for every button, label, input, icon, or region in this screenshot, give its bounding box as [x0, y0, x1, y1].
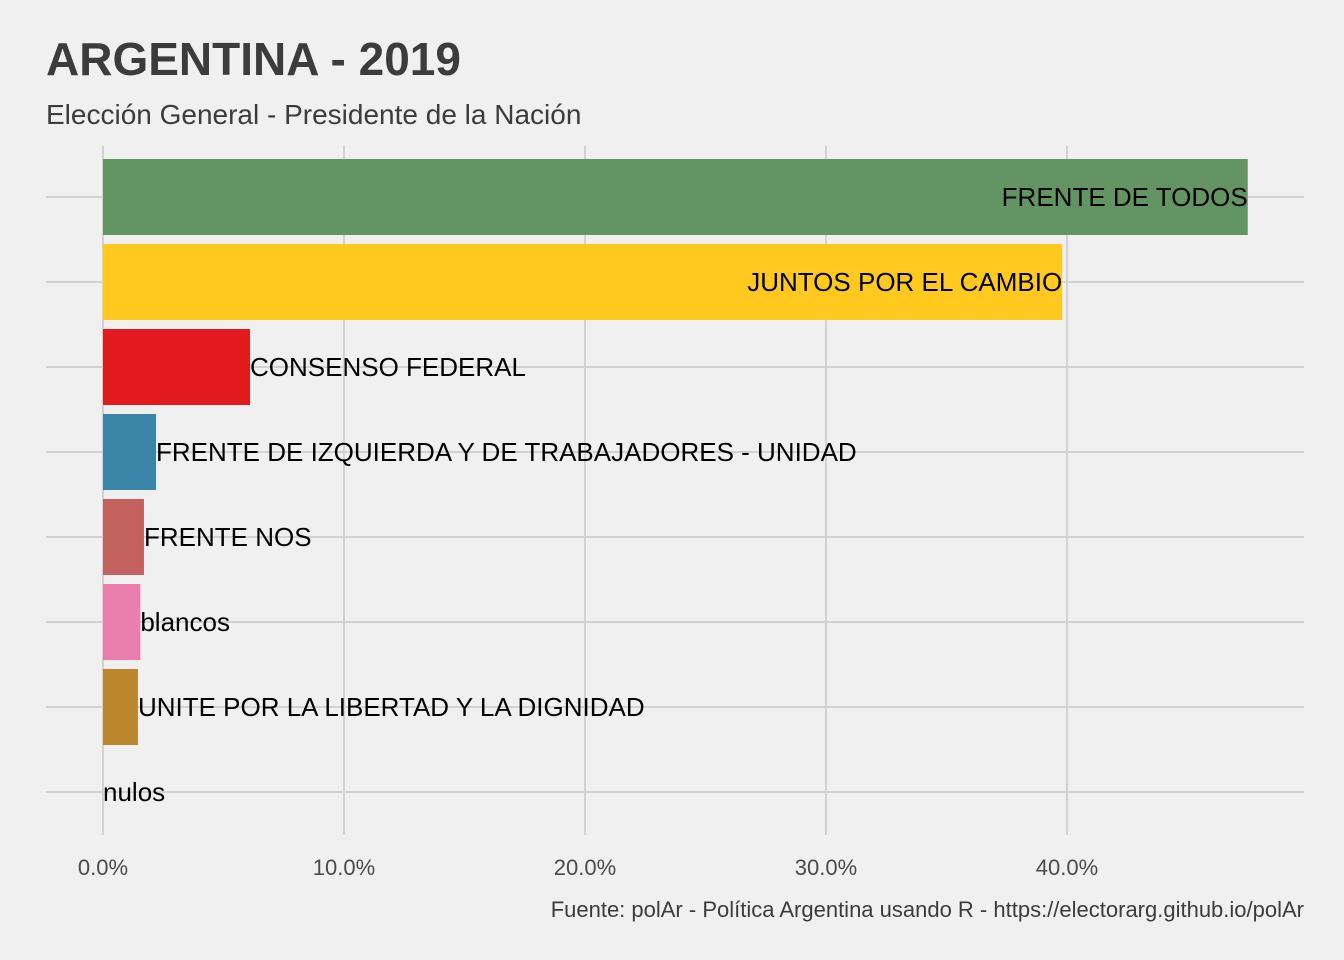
x-tick-label: 10.0% [313, 855, 375, 880]
x-tick-label: 0.0% [78, 855, 128, 880]
chart-caption: Fuente: polAr - Política Argentina usand… [551, 897, 1304, 922]
bar-label: CONSENSO FEDERAL [250, 352, 526, 382]
chart-title: ARGENTINA - 2019 [46, 33, 461, 85]
bar [103, 414, 157, 490]
bar-label: FRENTE DE IZQUIERDA Y DE TRABAJADORES - … [156, 437, 857, 467]
x-tick-label: 30.0% [795, 855, 857, 880]
bars [103, 159, 1248, 745]
bar-labels: FRENTE DE TODOS JUNTOS POR EL CAMBIO CONSE… [103, 182, 1248, 807]
bar-label: FRENTE DE TODOS [1002, 182, 1248, 212]
bar-label: UNITE POR LA LIBERTAD Y LA DIGNIDAD [138, 692, 645, 722]
bar [103, 669, 138, 745]
bar-label: FRENTE NOS [144, 522, 312, 552]
bar [103, 244, 1063, 320]
bar [103, 329, 251, 405]
bar [103, 499, 144, 575]
bar-label: JUNTOS POR EL CAMBIO [747, 267, 1062, 297]
bar [103, 584, 141, 660]
bar [103, 159, 1248, 235]
x-tick-label: 40.0% [1036, 855, 1098, 880]
bar-label: blancos [140, 607, 230, 637]
x-axis-ticks: 0.0% 10.0% 20.0% 30.0% 40.0% [78, 855, 1098, 880]
x-tick-label: 20.0% [554, 855, 616, 880]
chart-subtitle: Elección General - Presidente de la Naci… [46, 99, 581, 130]
bar-label: nulos [103, 777, 165, 807]
